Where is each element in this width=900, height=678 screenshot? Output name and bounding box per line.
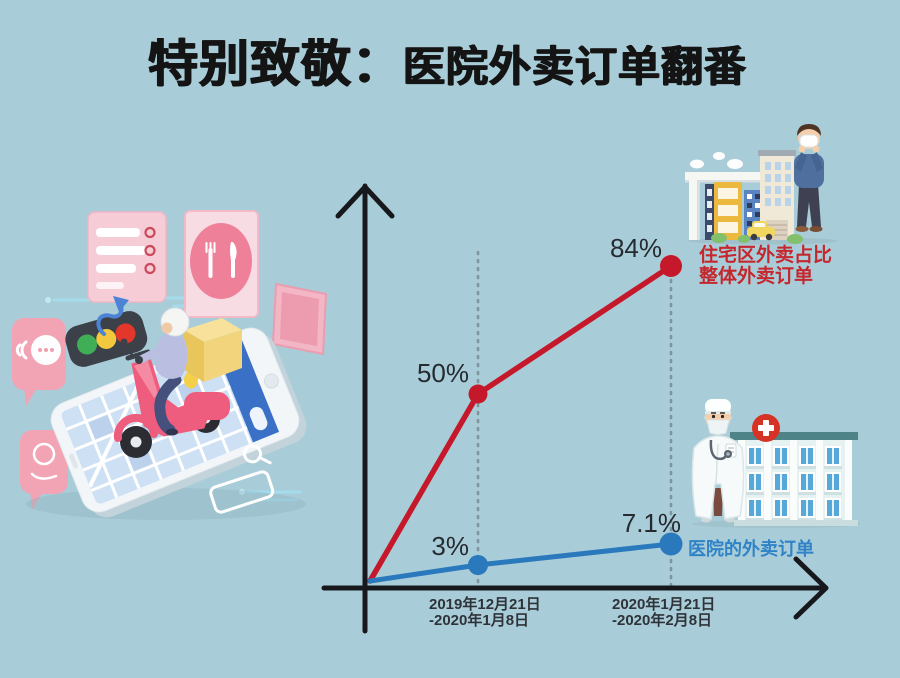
delivery-rider-icon [135, 307, 190, 436]
red-cross-icon [752, 414, 780, 442]
page-title: 特别致敬： 医院外卖订单翻番 [148, 24, 747, 96]
point-label-hospital-1: 3% [431, 531, 469, 561]
legend-hospital-line1: 医院的外卖订单 [688, 539, 814, 559]
restaurant-card-icon [184, 210, 259, 318]
delivery-scooter-icon [113, 338, 230, 458]
x-tick-period-1: 2019年12月21日 -2020年1月8日 [429, 597, 541, 628]
x-tick-period-2: 2020年1月21日 -2020年2月8日 [612, 597, 715, 628]
car-icon [747, 221, 775, 241]
point-label-residential-1: 50% [416, 358, 469, 388]
legend-residential-line1: 住宅区外卖占比 [699, 245, 833, 266]
apartment-buildings-icon [705, 150, 796, 240]
chat-bubble-icon [20, 430, 68, 510]
x-axis-arrow-icon [793, 556, 829, 620]
order-list-card-icon [87, 211, 167, 303]
point-label-hospital-2: 7.1% [621, 508, 681, 538]
x-tick-period-1-line1: 2019年12月21日 [429, 596, 541, 613]
hospital-illustration [691, 399, 860, 528]
y-axis-arrow-icon [335, 184, 395, 219]
dotted-guides [476, 250, 673, 587]
legend-hospital: 医院的外卖订单 [688, 535, 814, 561]
search-bar-icon [209, 444, 275, 514]
hospital-building-icon [730, 432, 858, 526]
residential-area-illustration [685, 124, 838, 245]
title-prefix: 特别致敬： [148, 36, 403, 92]
delivery-scooter-illustration [12, 210, 327, 520]
voice-message-bubble-icon [12, 318, 66, 406]
legend-residential: 住宅区外卖占比 整体外卖订单 [699, 245, 832, 287]
bush-icon [711, 233, 803, 244]
data-series [367, 255, 683, 584]
clouds-icon [690, 152, 743, 169]
masked-man-icon [794, 124, 824, 232]
point-label-residential-2: 84% [609, 233, 662, 263]
title-main: 医院外卖订单翻番 [403, 43, 748, 90]
home-button-icon [263, 373, 279, 389]
legend-residential-line2: 整体外卖订单 [699, 266, 814, 287]
package-box-icon [184, 318, 242, 382]
x-tick-period-1-line2: -2020年1月8日 [429, 611, 530, 629]
app-card-icon [272, 283, 327, 355]
x-tick-period-2-line1: 2020年1月21日 [612, 596, 716, 613]
doctor-icon [691, 399, 745, 523]
overpass-frame-icon [685, 172, 769, 240]
route-arrow-icon [96, 296, 129, 336]
axes [321, 183, 829, 634]
x-tick-period-2-line2: -2020年2月8日 [612, 611, 713, 629]
